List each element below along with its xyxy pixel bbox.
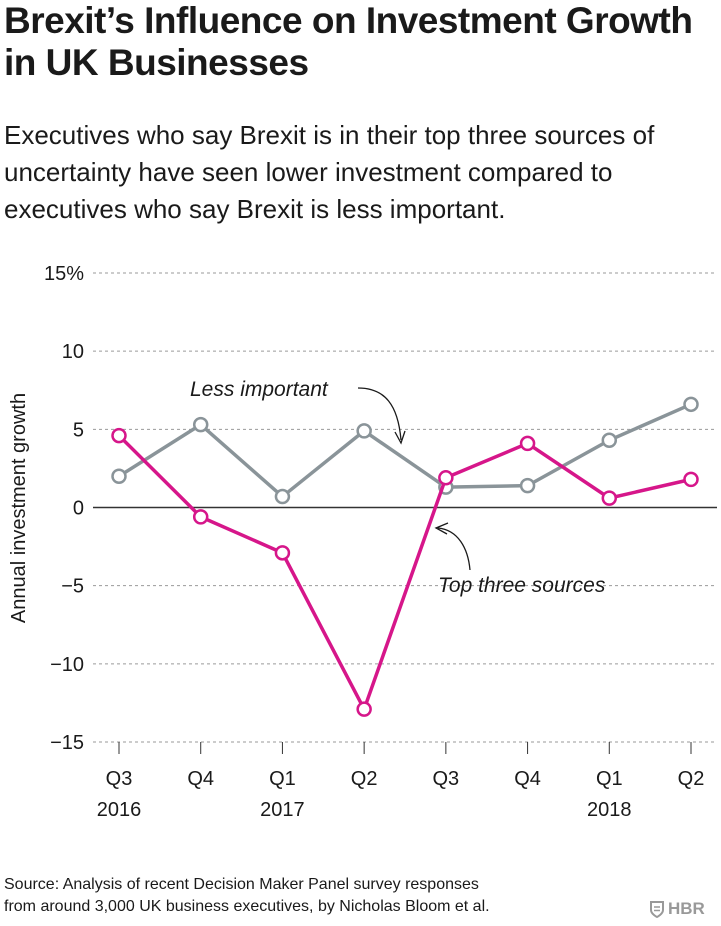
series-top-three-sources bbox=[111, 427, 699, 717]
annotation-arrowhead-top-three-sources bbox=[434, 522, 449, 535]
data-point bbox=[356, 701, 372, 717]
series-line-less-important bbox=[117, 402, 693, 499]
annotation-arrow-top-three-sources bbox=[437, 527, 471, 571]
x-tick-label: Q4 bbox=[514, 768, 541, 790]
logo-text: HBR bbox=[668, 899, 705, 918]
x-tick-label: Q3 bbox=[433, 768, 460, 790]
x-tick-label: Q2 bbox=[678, 768, 705, 790]
y-tick-label: 5 bbox=[73, 419, 84, 441]
data-point bbox=[192, 416, 209, 433]
annotation-less-important: Less important bbox=[190, 378, 329, 401]
y-tick-labels: 15% 10 5 0 −5 −10 −15 bbox=[44, 263, 84, 754]
line-chart: 15% 10 5 0 −5 −10 −15 Q3 2016 Q4 Q1 2017 Q2 Q3 Q4 Q1 20… bbox=[8, 263, 717, 821]
x-tick-label: Q1 bbox=[596, 768, 623, 790]
data-point bbox=[274, 545, 291, 561]
data-point bbox=[519, 477, 536, 494]
data-point bbox=[601, 490, 618, 506]
x-tick-label: Q1 bbox=[269, 768, 296, 790]
series-layer bbox=[111, 396, 699, 717]
y-axis-label: Annual investment growth bbox=[8, 393, 30, 623]
x-year-label: 2018 bbox=[587, 799, 632, 821]
x-tick-label: Q3 bbox=[106, 768, 133, 790]
series-line-top-three-sources bbox=[117, 433, 693, 711]
source-line-1: Source: Analysis of recent Decision Make… bbox=[4, 876, 479, 893]
series-less-important bbox=[111, 396, 699, 505]
data-point bbox=[683, 471, 699, 488]
chart-subtitle: Executives who say Brexit is in their to… bbox=[4, 120, 655, 224]
source-note: Source: Analysis of recent Decision Make… bbox=[4, 874, 644, 918]
x-year-label: 2016 bbox=[97, 799, 142, 821]
data-point bbox=[356, 423, 372, 439]
x-tick-label: Q4 bbox=[187, 768, 214, 790]
data-point bbox=[519, 435, 536, 452]
annotation-layer: Less important Top three sources bbox=[190, 378, 606, 597]
annotation-arrow-less-important bbox=[357, 387, 402, 441]
x-tick-label: Q2 bbox=[351, 768, 378, 790]
y-tick-label: −5 bbox=[61, 576, 84, 598]
annotation-arrowhead-less-important bbox=[394, 430, 406, 445]
data-point bbox=[438, 470, 454, 486]
annotation-top-three-sources: Top three sources bbox=[438, 574, 606, 597]
y-tick-label: −15 bbox=[50, 732, 84, 754]
grid-layer bbox=[93, 272, 717, 743]
y-tick-label: −10 bbox=[50, 654, 84, 676]
y-tick-label: 0 bbox=[73, 498, 84, 520]
x-year-label: 2017 bbox=[260, 799, 305, 821]
chart-title: Brexit’s Influence on Investment Growth … bbox=[4, 0, 693, 83]
data-point bbox=[111, 427, 127, 444]
x-tick-labels: Q3 2016 Q4 Q1 2017 Q2 Q3 Q4 Q1 2018 Q2 bbox=[97, 742, 705, 821]
y-tick-label: 10 bbox=[62, 341, 84, 363]
y-tick-label: 15% bbox=[44, 263, 84, 285]
data-point bbox=[274, 488, 291, 505]
data-point bbox=[111, 468, 127, 484]
shield-icon bbox=[650, 900, 664, 918]
source-line-2: from around 3,000 UK business executives… bbox=[4, 898, 490, 915]
hbr-logo: HBR bbox=[650, 898, 705, 920]
data-point bbox=[601, 432, 618, 449]
data-point bbox=[683, 396, 699, 413]
data-point bbox=[192, 509, 209, 525]
